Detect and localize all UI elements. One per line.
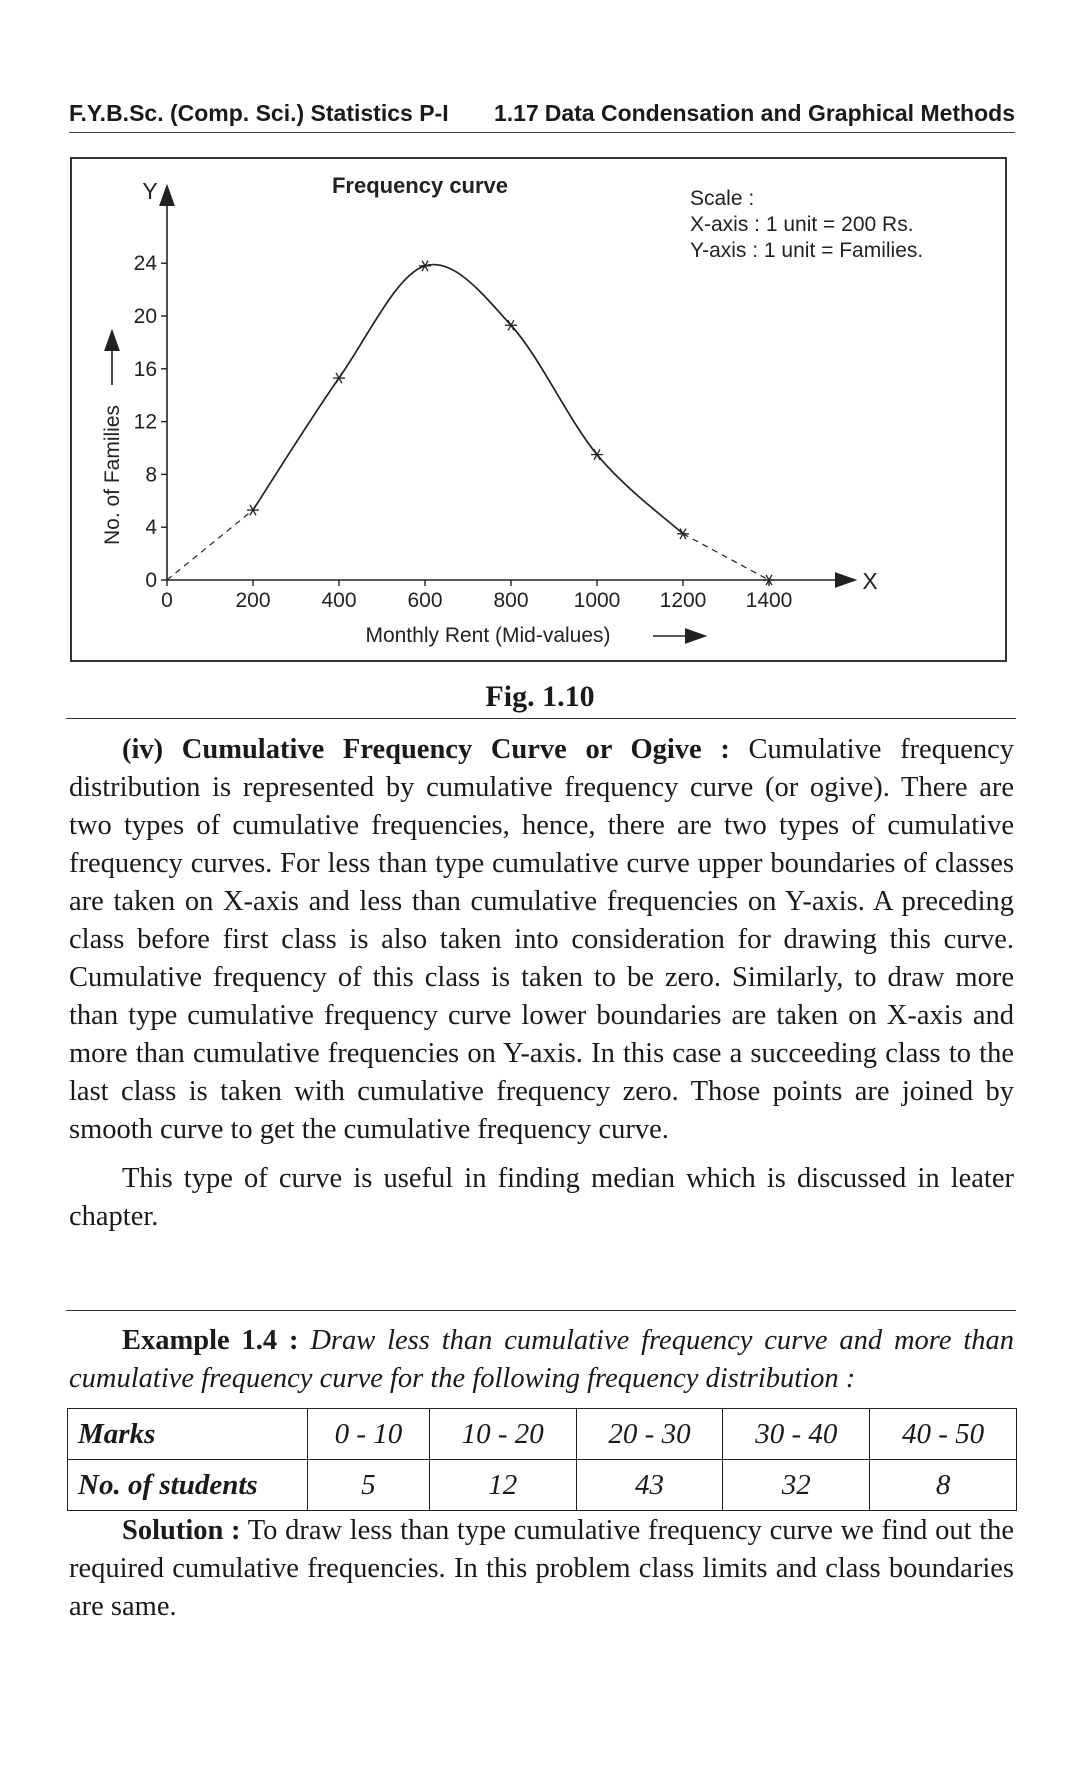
x-tick-label: 200 xyxy=(235,589,270,612)
table-cell: 40 - 50 xyxy=(869,1408,1017,1460)
marker-stroke xyxy=(679,528,687,540)
row-header-students: No. of students xyxy=(67,1459,308,1511)
data-point-marker xyxy=(333,372,345,384)
paragraph: (iv) Cumulative Frequency Curve or Ogive… xyxy=(69,731,1014,1149)
section-heading: (iv) Cumulative Frequency Curve or Ogive… xyxy=(122,734,730,765)
y-tick-label: 16 xyxy=(134,358,157,381)
example-label: Example 1.4 : xyxy=(122,1325,299,1356)
header-book-title: F.Y.B.Sc. (Comp. Sci.) Statistics P-I xyxy=(69,100,449,126)
table-cell: 5 xyxy=(307,1459,430,1511)
example-block: Example 1.4 : Draw less than cumulative … xyxy=(69,1322,1014,1398)
marker-stroke xyxy=(421,260,429,272)
section-paragraph-2: This type of curve is useful in finding … xyxy=(69,1163,1014,1232)
x-tick-label: 1200 xyxy=(660,589,707,612)
marker-stroke xyxy=(249,504,257,516)
table-cell: 43 xyxy=(575,1459,724,1511)
y-tick-label: 24 xyxy=(134,252,158,275)
row-header-marks: Marks xyxy=(67,1408,308,1460)
marker-stroke xyxy=(335,372,343,384)
table-cell: 0 - 10 xyxy=(307,1408,430,1460)
section-body: (iv) Cumulative Frequency Curve or Ogive… xyxy=(69,731,1014,1236)
divider xyxy=(66,718,1016,719)
y-axis-title: No. of Families xyxy=(101,405,124,545)
marker-stroke xyxy=(593,449,601,461)
marker-stroke xyxy=(765,574,773,586)
figure-caption: Fig. 1.10 xyxy=(485,680,595,713)
solution-text: To draw less than type cumulative freque… xyxy=(69,1515,1014,1622)
table-cell: 32 xyxy=(722,1459,871,1511)
chart-axes: X Y 0 200 400 600 800 1000 1200 1400 0 4 8 12 16 20 24 xyxy=(134,178,878,612)
dashed-extension-left xyxy=(166,509,254,581)
marker-stroke xyxy=(507,319,515,331)
table-cell: 10 - 20 xyxy=(428,1408,577,1460)
x-tick-label: 800 xyxy=(493,589,528,612)
example-text: Draw less than cumulative frequency curv… xyxy=(69,1325,1014,1394)
header-chapter-title: Data Condensation and Graphical Methods xyxy=(544,100,1015,126)
x-tick-label: 1400 xyxy=(746,589,793,612)
y-tick-label: 4 xyxy=(145,516,157,539)
x-tick-label: 1000 xyxy=(574,589,621,612)
data-point-marker xyxy=(677,528,689,540)
solution-label: Solution : xyxy=(122,1515,241,1546)
y-tick-label: 0 xyxy=(145,569,157,592)
data-point-marker xyxy=(419,260,431,272)
x-tick-label: 400 xyxy=(321,589,356,612)
solution-block: Solution : To draw less than type cumula… xyxy=(69,1512,1014,1626)
chart-series xyxy=(166,260,775,586)
running-header: F.Y.B.Sc. (Comp. Sci.) Statistics P-I 1.… xyxy=(69,100,1015,133)
frequency-table: Marks 0 - 10 10 - 20 20 - 30 30 - 40 40 … xyxy=(67,1408,1017,1511)
data-point-marker xyxy=(247,504,259,516)
x-tick-label: 600 xyxy=(407,589,442,612)
data-point-marker xyxy=(763,574,775,586)
figure-frame: Frequency curve Scale : X-axis : 1 unit … xyxy=(70,157,1007,662)
frequency-curve-line xyxy=(252,263,684,535)
chart-title: Frequency curve xyxy=(332,173,508,198)
scale-note: Scale : X-axis : 1 unit = 200 Rs. Y-axis… xyxy=(690,187,923,262)
scale-note-line: Scale : xyxy=(690,187,754,210)
y-axis-letter: Y xyxy=(142,178,157,204)
data-point-marker xyxy=(591,449,603,461)
paragraph: Example 1.4 : Draw less than cumulative … xyxy=(69,1322,1014,1398)
table-cell: 30 - 40 xyxy=(722,1408,871,1460)
section-paragraph-text: Cumulative frequency distribution is rep… xyxy=(69,734,1014,1145)
paragraph: Solution : To draw less than type cumula… xyxy=(69,1512,1014,1626)
y-tick-label: 20 xyxy=(134,305,157,328)
x-axis-title: Monthly Rent (Mid-values) xyxy=(365,624,610,647)
x-axis-letter: X xyxy=(862,568,877,594)
y-tick-label: 12 xyxy=(134,411,157,434)
frequency-curve-chart: Frequency curve Scale : X-axis : 1 unit … xyxy=(101,173,923,647)
table-cell: 20 - 30 xyxy=(575,1408,724,1460)
table-row: Marks 0 - 10 10 - 20 20 - 30 30 - 40 40 … xyxy=(67,1408,1017,1460)
data-point-marker xyxy=(505,319,517,331)
y-tick-label: 8 xyxy=(145,463,157,486)
table-cell: 12 xyxy=(428,1459,577,1511)
scale-note-line: Y-axis : 1 unit = Families. xyxy=(690,239,923,262)
x-tick-label: 0 xyxy=(161,589,173,612)
y-axis-title-group: No. of Families xyxy=(101,328,124,545)
table-cell: 8 xyxy=(869,1459,1017,1511)
scale-note-line: X-axis : 1 unit = 200 Rs. xyxy=(690,213,914,236)
header-page-number: 1.17 xyxy=(494,100,539,126)
table-row: No. of students 5 12 43 32 8 xyxy=(67,1459,1017,1511)
divider xyxy=(66,1310,1016,1311)
dashed-extension-right xyxy=(682,533,770,581)
